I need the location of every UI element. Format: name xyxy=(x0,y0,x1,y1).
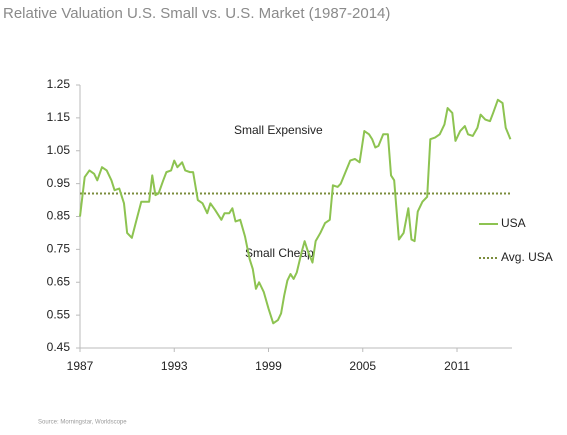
y-tick-label: 0.55 xyxy=(47,307,71,321)
y-tick-label: 0.85 xyxy=(47,209,71,223)
y-tick-label: 1.25 xyxy=(47,77,71,91)
y-tick-label: 0.95 xyxy=(47,176,71,190)
annotation: Small Cheap xyxy=(245,246,314,260)
x-tick-label: 1999 xyxy=(255,359,282,373)
y-tick-label: 0.45 xyxy=(47,340,71,354)
y-tick-label: 0.75 xyxy=(47,242,71,256)
y-tick-label: 1.15 xyxy=(47,110,71,124)
y-tick-label: 1.05 xyxy=(47,143,71,157)
x-tick-label: 1987 xyxy=(67,359,94,373)
legend-label: Avg. USA xyxy=(501,250,553,264)
x-tick-label: 1993 xyxy=(161,359,188,373)
annotation: Small Expensive xyxy=(234,123,323,137)
legend-label: USA xyxy=(501,216,526,230)
x-tick-label: 2005 xyxy=(349,359,376,373)
y-tick-label: 0.65 xyxy=(47,274,71,288)
series-line xyxy=(79,98,512,325)
source: Source: Morningstar, Worldscope xyxy=(38,420,127,426)
chart-title: Relative Valuation U.S. Small vs. U.S. M… xyxy=(3,5,390,22)
x-tick-label: 2011 xyxy=(444,359,470,373)
